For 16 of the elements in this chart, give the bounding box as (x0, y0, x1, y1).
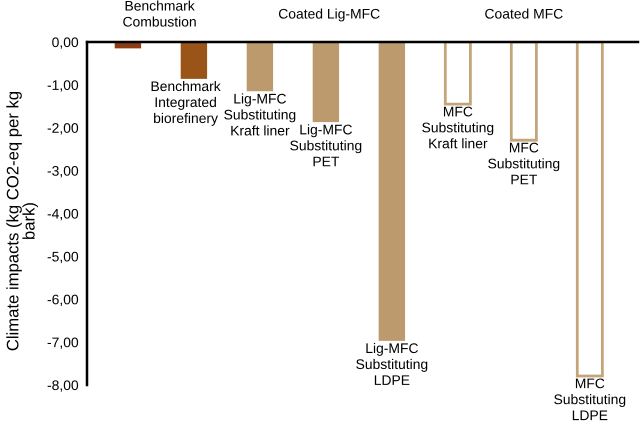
text: Benchmark Combustion (123, 0, 196, 27)
y-tick-label: -8,00 (48, 380, 78, 392)
y-tick-label: -2,00 (48, 123, 78, 135)
x-tick-label: MFC Substituting LDPE (554, 378, 626, 420)
text: Coated MFC (485, 8, 563, 19)
y-axis-title: Climate impacts (kg CO2-eq per kg bark) (6, 92, 38, 350)
y-tick-label: -7,00 (48, 337, 78, 349)
y-tick-label: -1,00 (48, 80, 78, 92)
y-tick-label: 0,00 (52, 37, 78, 49)
y-tick-label: -5,00 (48, 252, 78, 264)
y-tick-label: -3,00 (48, 166, 78, 178)
text: Coated Lig-MFC (278, 8, 380, 22)
y-tick-label: -4,00 (48, 208, 78, 220)
y-tick-label: -6,00 (48, 294, 78, 306)
x-tick-label: Benchmark Integrated biorefinery (152, 80, 221, 126)
x-tick-label: Lig-MFC Substituting LDPE (356, 342, 428, 385)
